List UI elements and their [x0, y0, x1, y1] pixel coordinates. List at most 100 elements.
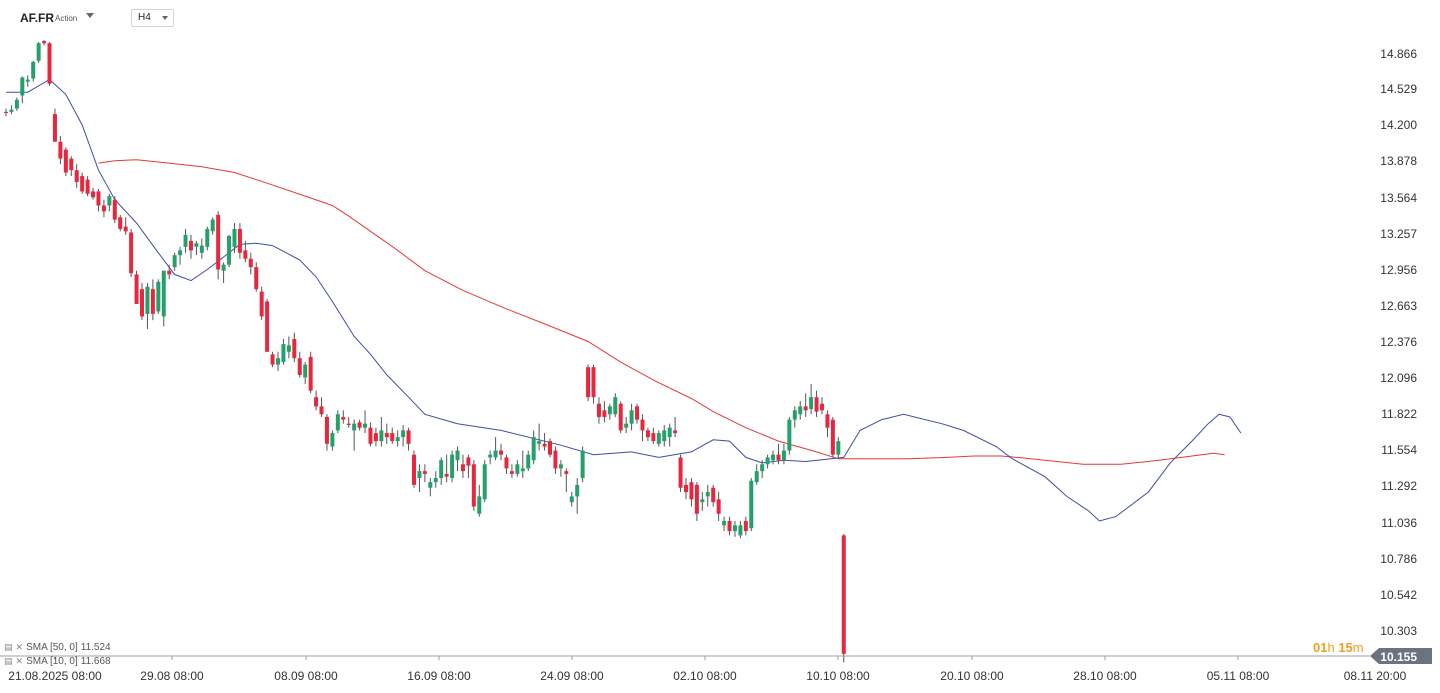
- candle: [395, 430, 400, 447]
- candle-body: [743, 520, 748, 532]
- symbol-dropdown-icon[interactable]: [86, 13, 94, 18]
- candle: [830, 416, 835, 458]
- candle: [656, 430, 661, 447]
- settings-icon[interactable]: ▤: [4, 655, 13, 666]
- candle: [722, 516, 727, 532]
- y-tick-label: 14.529: [1380, 82, 1417, 96]
- candle-body: [85, 179, 90, 194]
- candle-body: [384, 433, 389, 438]
- candle: [716, 492, 721, 521]
- candle-body: [194, 243, 199, 247]
- candle: [711, 484, 716, 507]
- candle: [760, 460, 765, 479]
- y-tick-label: 10.542: [1380, 588, 1417, 602]
- settings-icon[interactable]: ▤: [4, 641, 13, 652]
- candle: [765, 454, 770, 469]
- sma-50-line: [98, 159, 1225, 465]
- indicator-value: 11.668: [80, 655, 111, 667]
- candle: [526, 450, 531, 472]
- candle-body: [803, 406, 808, 411]
- close-icon[interactable]: ✕: [15, 641, 24, 652]
- candle: [156, 279, 161, 314]
- candle: [172, 252, 177, 271]
- candle: [118, 214, 123, 232]
- candle-body: [727, 520, 732, 532]
- candle-body: [684, 484, 688, 493]
- indicator-label: SMA [10, 0]: [26, 655, 78, 667]
- candle: [42, 40, 47, 46]
- candle-body: [52, 114, 57, 142]
- candle-body: [4, 111, 8, 113]
- candle-body: [820, 403, 824, 411]
- candle: [477, 484, 482, 517]
- candle-body: [771, 454, 776, 461]
- candle-body: [765, 457, 770, 465]
- candle: [188, 234, 193, 259]
- y-tick-label: 11.822: [1381, 407, 1417, 421]
- candle-body: [596, 403, 601, 417]
- candle-body: [379, 430, 384, 442]
- candle-body: [602, 410, 607, 417]
- candle: [460, 454, 465, 479]
- candle: [635, 403, 640, 424]
- candle: [47, 42, 52, 86]
- candle: [363, 410, 368, 434]
- candle: [286, 336, 291, 359]
- candle: [727, 516, 732, 536]
- indicator-value: 11.524: [80, 641, 111, 653]
- candle-body: [373, 433, 378, 442]
- candle-body: [439, 460, 444, 479]
- x-tick-label: 29.08 08:00: [140, 669, 204, 683]
- candle: [515, 460, 520, 477]
- candle: [439, 457, 444, 485]
- candle: [640, 414, 645, 442]
- candle-body: [199, 245, 204, 253]
- candle-body: [607, 406, 612, 415]
- candle: [673, 416, 678, 438]
- candle-body: [172, 255, 177, 268]
- candle: [602, 401, 607, 423]
- close-icon[interactable]: ✕: [15, 655, 24, 666]
- candle-body: [738, 525, 743, 536]
- candle-body: [324, 416, 329, 444]
- candle: [548, 438, 552, 458]
- candle: [553, 446, 558, 474]
- countdown-hours-unit: h: [1327, 640, 1335, 655]
- candle: [809, 384, 814, 415]
- candle: [145, 283, 150, 329]
- candle: [297, 351, 302, 378]
- candle-body: [188, 240, 193, 251]
- candle: [667, 423, 672, 447]
- candle: [178, 246, 183, 265]
- candle: [352, 419, 357, 451]
- candle-body: [390, 433, 395, 442]
- candle-body: [422, 471, 427, 474]
- candle-body: [297, 358, 302, 375]
- candle: [335, 410, 340, 434]
- candle-body: [830, 419, 835, 455]
- y-tick-label: 13.257: [1380, 227, 1417, 241]
- candle-body: [705, 492, 710, 497]
- candle: [379, 416, 384, 447]
- candle-body: [286, 345, 291, 352]
- candle: [183, 228, 188, 253]
- candle: [346, 416, 351, 428]
- sma-10-layer: [6, 78, 1242, 522]
- candle: [689, 478, 694, 507]
- x-tick-label: 20.10 08:00: [940, 669, 1004, 683]
- candle-body: [776, 454, 781, 461]
- candle-body: [145, 286, 150, 314]
- timeframe-select[interactable]: H4: [131, 9, 174, 27]
- symbol-label[interactable]: AF.FR: [20, 11, 54, 25]
- candle: [798, 401, 803, 420]
- candle-body: [335, 414, 340, 431]
- candle-body: [460, 464, 465, 472]
- candle: [499, 443, 504, 461]
- candle-body: [792, 410, 797, 420]
- candle-body: [716, 499, 721, 514]
- candle: [150, 279, 155, 321]
- sma-10-line: [6, 78, 1242, 522]
- candle: [700, 492, 705, 511]
- x-tick-label: 16.09 08:00: [407, 669, 471, 683]
